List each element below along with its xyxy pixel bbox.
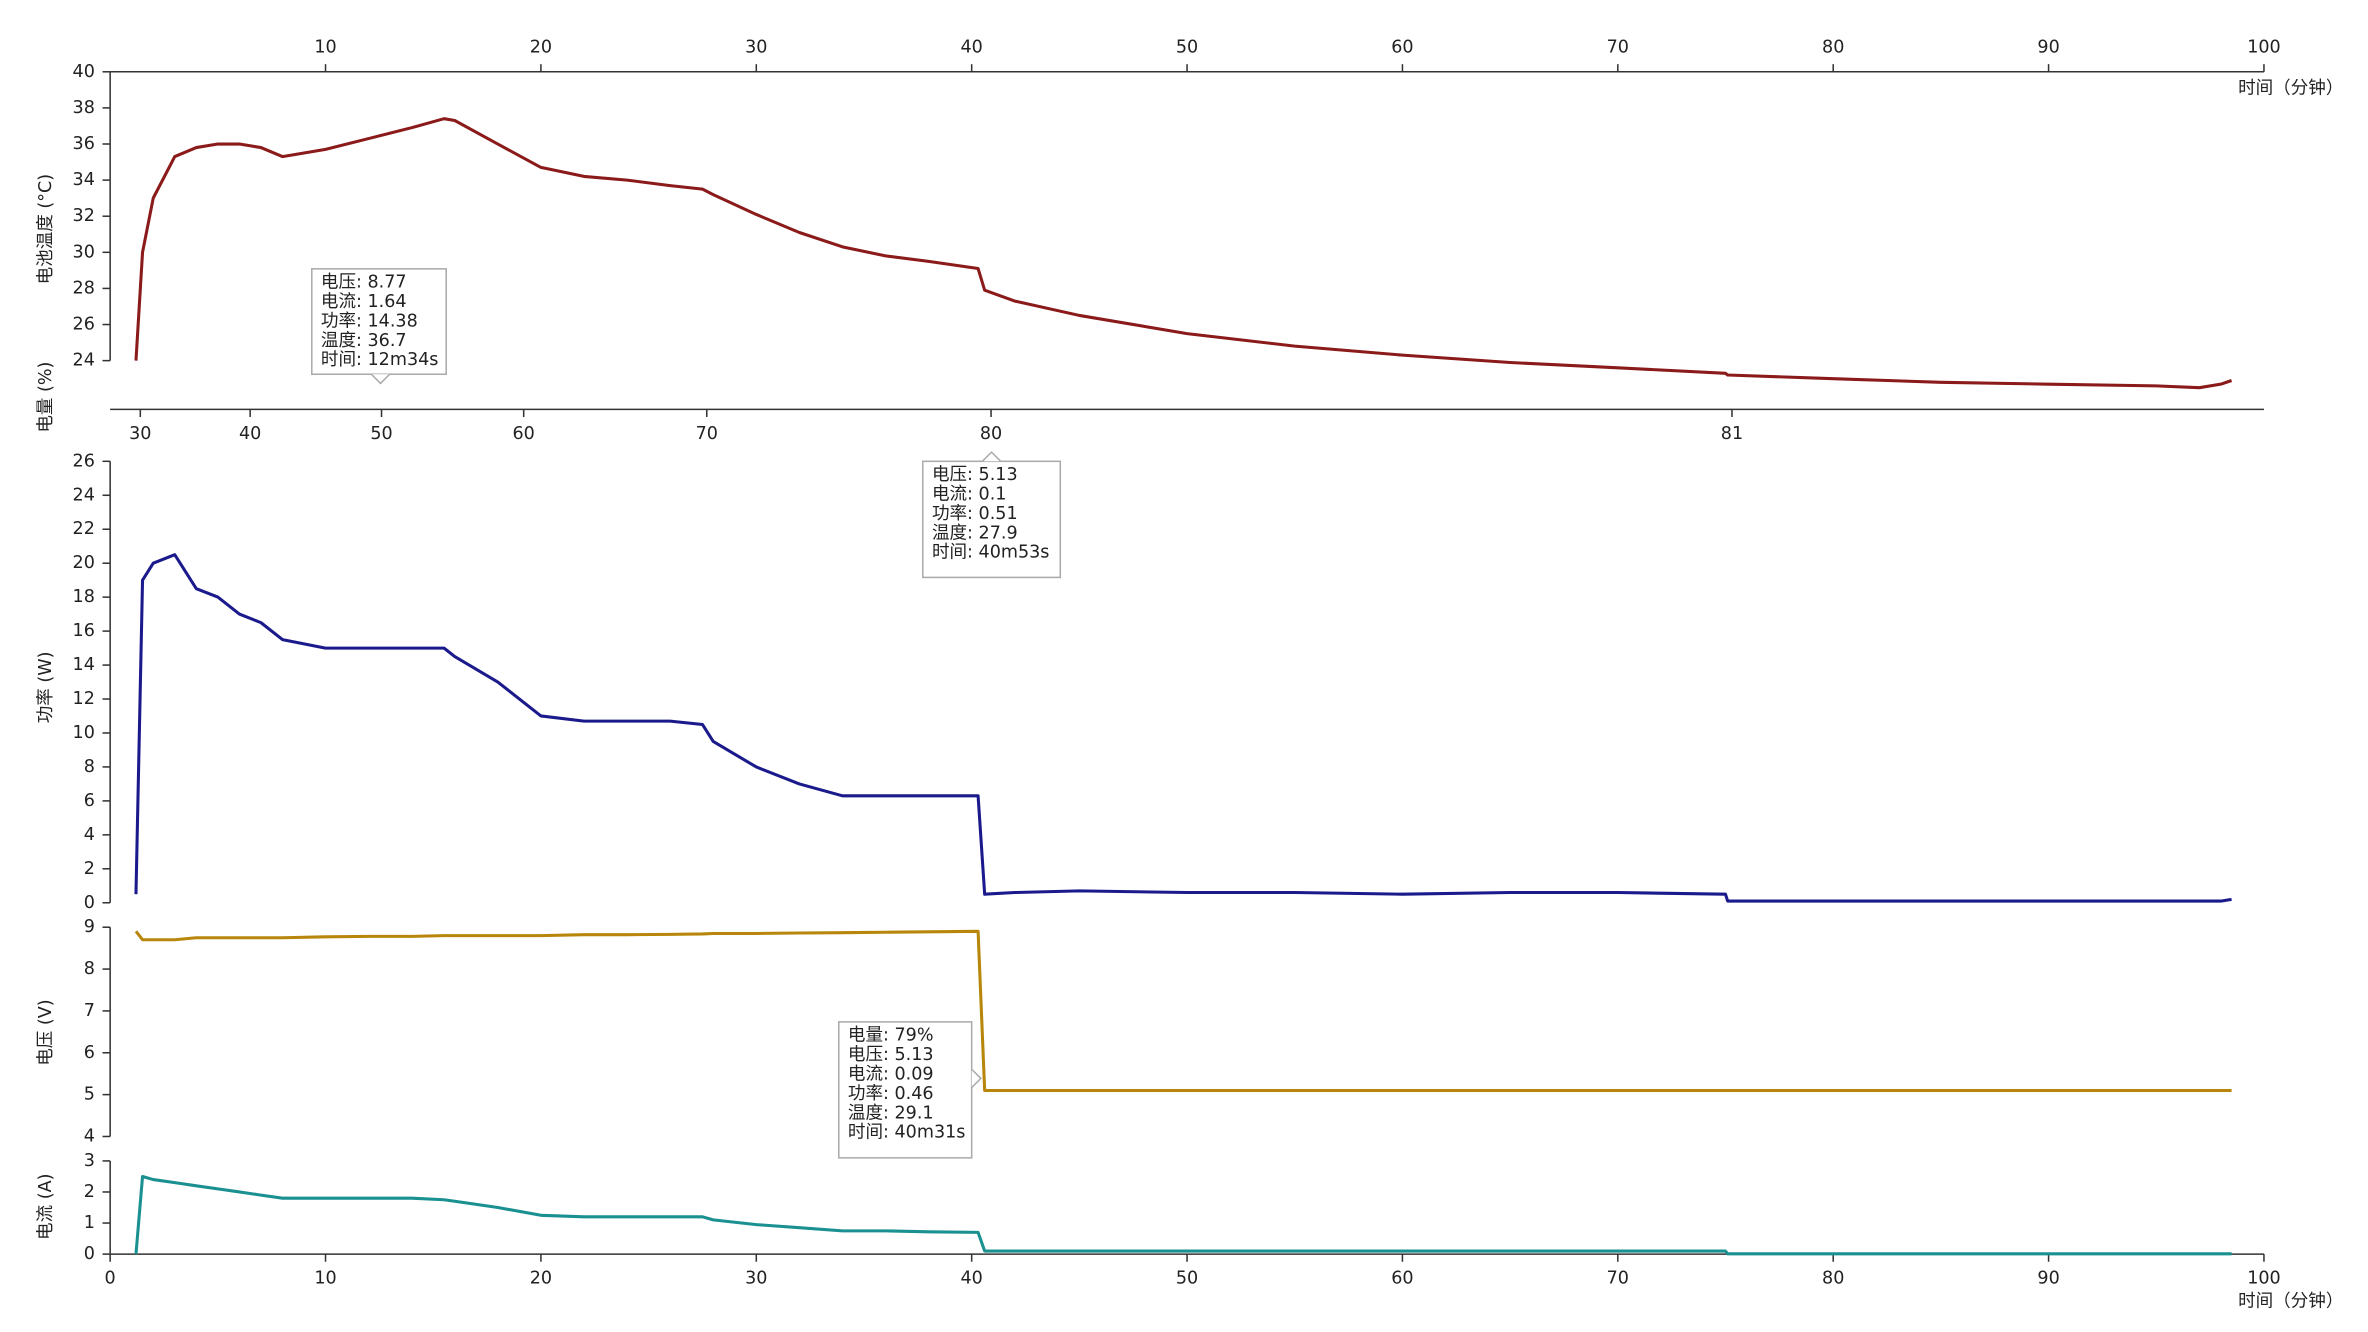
x-axis-label: 时间（分钟） <box>2238 1291 2343 1311</box>
y-tick-label: 2 <box>84 1182 95 1202</box>
y-tick-label: 0 <box>84 1244 95 1264</box>
tooltip-box <box>922 460 1062 579</box>
y-tick-label: 6 <box>84 791 95 811</box>
battery-tick-label: 40 <box>239 424 261 444</box>
x-tick-label: 80 <box>1822 37 1844 57</box>
tooltip-line: 电量: 79% <box>848 1026 934 1046</box>
y-tick-label: 28 <box>73 278 95 298</box>
x-tick-label: 40 <box>961 1269 983 1289</box>
tooltip-line: 电流: 0.09 <box>848 1064 934 1084</box>
y-axis-label: 功率 (W) <box>36 652 56 724</box>
tooltip-line: 温度: 27.9 <box>932 523 1018 543</box>
battery-axis-label: 电量 (%) <box>36 362 56 433</box>
tooltip-line: 时间: 12m34s <box>321 350 438 370</box>
tooltip-line: 温度: 29.1 <box>848 1103 934 1123</box>
data-line <box>134 929 2232 1093</box>
y-tick-label: 30 <box>73 242 95 262</box>
y-axis-label: 电流 (A) <box>36 1174 56 1240</box>
x-tick-label: 50 <box>1176 37 1198 57</box>
y-tick-label: 16 <box>73 621 95 641</box>
x-tick-label: 20 <box>530 37 552 57</box>
y-tick-label: 10 <box>73 723 95 743</box>
y-tick-label: 18 <box>73 587 95 607</box>
tooltip-pointer <box>370 373 391 385</box>
y-tick-label: 2 <box>84 859 95 879</box>
battery-tick-label: 30 <box>129 424 151 444</box>
tooltip-line: 功率: 0.51 <box>932 504 1018 524</box>
battery-tick-label: 81 <box>1721 424 1743 444</box>
y-tick-label: 24 <box>73 485 95 505</box>
y-tick-label: 20 <box>73 553 95 573</box>
x-tick-label: 90 <box>2037 1269 2059 1289</box>
data-line <box>134 553 2232 903</box>
x-tick-label: 0 <box>105 1269 116 1289</box>
x-tick-label: 30 <box>745 1269 767 1289</box>
y-tick-label: 8 <box>84 757 95 777</box>
y-tick-label: 9 <box>84 917 95 937</box>
x-tick-label: 60 <box>1391 1269 1413 1289</box>
x-axis-label: 时间（分钟） <box>2238 79 2343 99</box>
y-tick-label: 1 <box>84 1213 95 1233</box>
y-tick-label: 26 <box>73 451 95 471</box>
y-tick-label: 5 <box>84 1085 95 1105</box>
tooltip-line: 电流: 1.64 <box>321 292 407 312</box>
battery-tick-label: 80 <box>980 424 1002 444</box>
y-axis-label: 电压 (V) <box>36 999 56 1065</box>
y-tick-label: 8 <box>84 959 95 979</box>
y-tick-label: 12 <box>73 689 95 709</box>
tooltip-line: 温度: 36.7 <box>321 331 407 351</box>
y-tick-label: 22 <box>73 519 95 539</box>
tooltip-box <box>838 1021 973 1159</box>
x-tick-label: 100 <box>2247 1269 2281 1289</box>
y-tick-label: 4 <box>84 825 95 845</box>
x-tick-label: 20 <box>530 1269 552 1289</box>
data-line <box>134 1174 2232 1256</box>
y-tick-label: 32 <box>73 206 95 226</box>
y-tick-label: 34 <box>73 170 95 190</box>
tooltip-box <box>311 268 447 376</box>
x-tick-label: 90 <box>2037 37 2059 57</box>
y-tick-label: 36 <box>73 134 95 154</box>
y-tick-label: 3 <box>84 1151 95 1171</box>
tooltip-line: 电压: 8.77 <box>321 273 407 293</box>
y-tick-label: 26 <box>73 315 95 335</box>
tooltip-line: 电流: 0.1 <box>932 484 1007 504</box>
y-tick-label: 38 <box>73 98 95 118</box>
battery-tick-label: 70 <box>696 424 718 444</box>
tooltip-line: 功率: 14.38 <box>321 311 418 331</box>
x-tick-label: 70 <box>1607 37 1629 57</box>
battery-tick-label: 60 <box>513 424 535 444</box>
y-tick-label: 24 <box>73 351 95 371</box>
y-tick-label: 4 <box>84 1126 95 1146</box>
y-tick-label: 6 <box>84 1043 95 1063</box>
tooltip-line: 电压: 5.13 <box>932 465 1018 485</box>
tooltip-line: 时间: 40m53s <box>932 543 1049 563</box>
tooltip-line: 时间: 40m31s <box>848 1123 965 1143</box>
x-tick-label: 40 <box>961 37 983 57</box>
y-tick-label: 14 <box>73 655 95 675</box>
tooltip-pointer <box>981 451 1002 462</box>
y-axis-label: 电池温度 (°C) <box>36 174 56 284</box>
x-tick-label: 60 <box>1391 37 1413 57</box>
tooltip-line: 电压: 5.13 <box>848 1045 934 1065</box>
tooltip-line: 功率: 0.46 <box>848 1084 934 1104</box>
y-tick-label: 40 <box>73 62 95 82</box>
data-line <box>134 117 2233 390</box>
x-tick-label: 70 <box>1607 1269 1629 1289</box>
x-tick-label: 100 <box>2247 37 2281 57</box>
x-tick-label: 10 <box>314 1269 336 1289</box>
x-tick-label: 50 <box>1176 1269 1198 1289</box>
y-tick-label: 7 <box>84 1001 95 1021</box>
tooltip-pointer <box>971 1068 982 1089</box>
y-tick-label: 0 <box>84 893 95 913</box>
battery-tick-label: 50 <box>370 424 392 444</box>
x-tick-label: 10 <box>314 37 336 57</box>
x-tick-label: 80 <box>1822 1269 1844 1289</box>
x-tick-label: 30 <box>745 37 767 57</box>
